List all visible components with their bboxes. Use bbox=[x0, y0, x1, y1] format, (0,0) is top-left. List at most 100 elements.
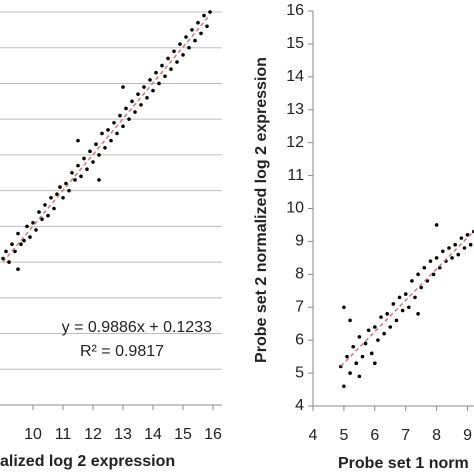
point bbox=[4, 249, 8, 254]
point bbox=[379, 315, 383, 319]
point bbox=[468, 242, 473, 247]
point bbox=[348, 318, 352, 323]
x-tick-label: 7 bbox=[401, 427, 410, 444]
point bbox=[416, 312, 420, 316]
point bbox=[434, 256, 439, 260]
y-tick-label: 11 bbox=[287, 167, 304, 184]
point bbox=[76, 138, 80, 143]
point bbox=[88, 149, 92, 154]
point bbox=[115, 131, 119, 136]
point bbox=[73, 178, 77, 182]
point bbox=[49, 195, 53, 200]
point bbox=[7, 260, 11, 264]
y-tick-label: 13 bbox=[286, 101, 304, 118]
point bbox=[100, 131, 104, 136]
point bbox=[112, 120, 116, 125]
point bbox=[441, 249, 445, 254]
point bbox=[94, 142, 98, 146]
point bbox=[121, 124, 125, 129]
point bbox=[154, 70, 158, 75]
point bbox=[400, 308, 405, 313]
x-tick-label: 11 bbox=[55, 426, 72, 443]
point bbox=[434, 223, 439, 227]
annotation: R² = 0.9817 bbox=[80, 343, 164, 360]
y-tick-label: 9 bbox=[295, 233, 304, 250]
point bbox=[357, 335, 362, 339]
point bbox=[79, 174, 83, 179]
point bbox=[130, 99, 134, 104]
point bbox=[447, 246, 451, 250]
point bbox=[422, 265, 427, 270]
point bbox=[431, 272, 436, 277]
y-tick-label: 15 bbox=[286, 35, 304, 52]
x-tick-label: 12 bbox=[84, 426, 102, 443]
point bbox=[369, 351, 374, 356]
point bbox=[1, 256, 5, 261]
point bbox=[85, 167, 89, 171]
point bbox=[76, 163, 80, 168]
point bbox=[166, 56, 170, 61]
y-tick-label: 14 bbox=[286, 68, 304, 85]
y-tick-label: 5 bbox=[295, 364, 304, 381]
point bbox=[366, 328, 371, 333]
point bbox=[175, 60, 179, 64]
y-tick-label: 10 bbox=[286, 200, 304, 217]
x-tick-label: 13 bbox=[114, 426, 132, 443]
x-tick-label: 6 bbox=[370, 427, 379, 444]
x-tick-label: 8 bbox=[432, 427, 441, 444]
point bbox=[61, 195, 65, 200]
point bbox=[196, 20, 200, 25]
point bbox=[403, 292, 408, 296]
point bbox=[342, 305, 346, 310]
point bbox=[136, 92, 140, 96]
point bbox=[205, 24, 209, 29]
x-tick-label: 16 bbox=[204, 426, 222, 443]
point bbox=[109, 138, 113, 143]
point bbox=[376, 338, 380, 342]
point bbox=[419, 285, 423, 290]
point bbox=[16, 267, 20, 272]
point bbox=[121, 85, 125, 89]
point bbox=[145, 95, 149, 100]
point bbox=[67, 188, 71, 193]
point bbox=[16, 231, 20, 236]
point bbox=[37, 210, 41, 214]
point bbox=[459, 236, 464, 240]
point bbox=[208, 10, 212, 14]
x-tick-label: 14 bbox=[144, 426, 162, 443]
point bbox=[199, 31, 203, 36]
x-axis-label: Probe set 1 norm bbox=[338, 455, 469, 472]
point bbox=[46, 213, 50, 218]
point bbox=[187, 45, 191, 50]
point bbox=[40, 217, 44, 222]
point bbox=[348, 371, 352, 375]
point bbox=[157, 81, 161, 86]
point bbox=[28, 235, 32, 239]
point bbox=[450, 256, 454, 260]
y-tick-label: 4 bbox=[295, 397, 304, 414]
point bbox=[58, 185, 62, 189]
point bbox=[184, 35, 188, 39]
point bbox=[70, 170, 74, 175]
y-tick-label: 7 bbox=[295, 298, 304, 315]
y-axis-label: Probe set 2 normalized log 2 expression bbox=[253, 57, 270, 363]
point bbox=[55, 192, 59, 197]
annotation: y = 0.9886x + 0.1233 bbox=[62, 319, 212, 336]
point bbox=[181, 53, 185, 57]
point bbox=[106, 128, 110, 132]
x-tick-label: 9 bbox=[463, 427, 472, 444]
trendline bbox=[340, 229, 474, 367]
point bbox=[34, 228, 38, 232]
point bbox=[172, 49, 176, 54]
point bbox=[169, 67, 173, 71]
y-tick-label: 16 bbox=[286, 2, 304, 19]
point bbox=[342, 384, 346, 389]
point bbox=[413, 295, 417, 300]
point bbox=[437, 265, 442, 270]
point bbox=[148, 78, 152, 82]
point bbox=[19, 242, 23, 247]
x-axis-label: alized log 2 expression bbox=[0, 453, 175, 470]
point bbox=[193, 38, 197, 43]
point bbox=[31, 220, 35, 225]
